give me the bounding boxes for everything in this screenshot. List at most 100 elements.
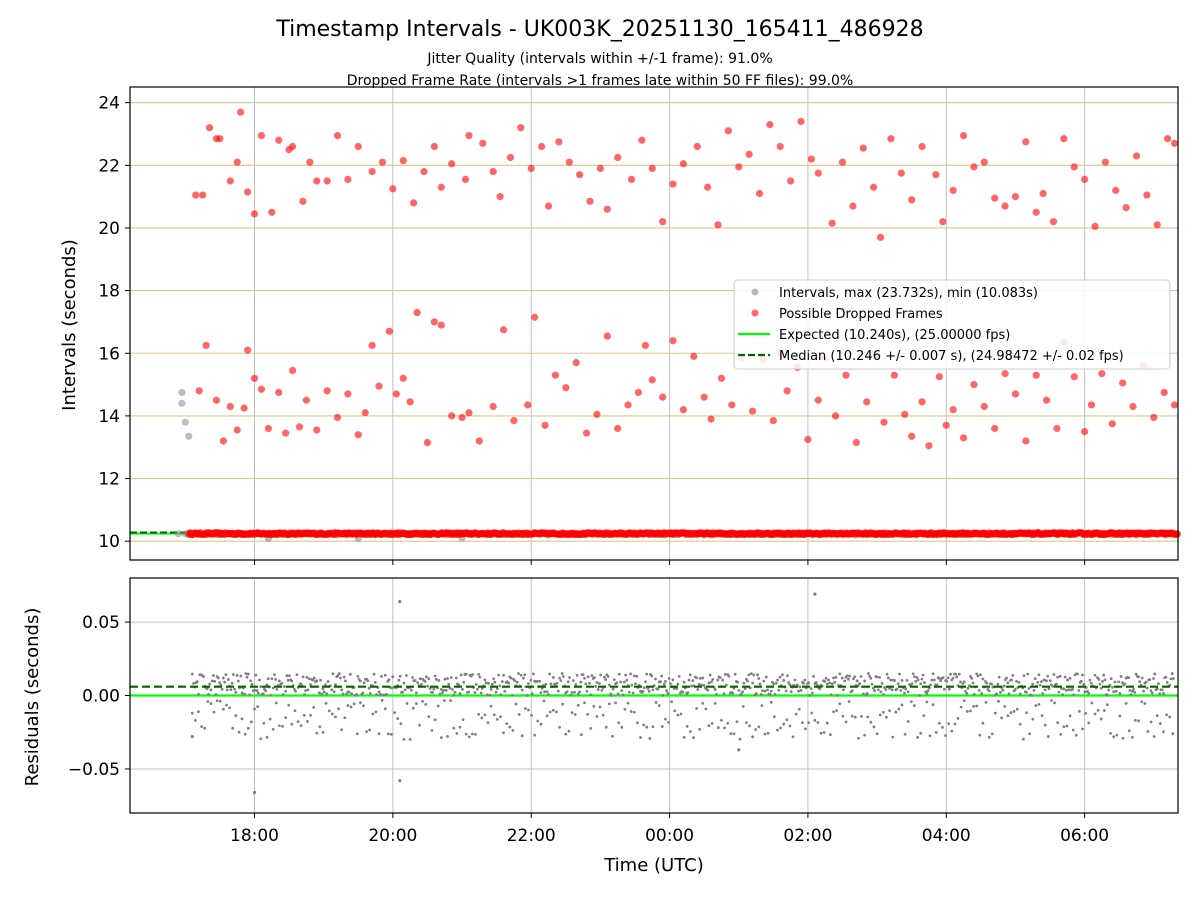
residual-point <box>623 707 627 711</box>
residual-point <box>190 672 194 676</box>
residual-point <box>358 701 362 704</box>
residual-point <box>941 725 944 729</box>
residual-point <box>913 675 916 679</box>
residual-point <box>1040 714 1044 718</box>
residual-point <box>667 677 671 680</box>
residual-point <box>661 694 665 697</box>
residual-point <box>536 719 540 723</box>
dropped-frame-point <box>935 373 943 381</box>
dropped-frame-point <box>1081 175 1089 184</box>
dropped-frame-point <box>1011 193 1020 201</box>
residual-point <box>757 725 761 729</box>
dropped-frame-point <box>728 401 736 409</box>
bottom-y-axis-label: Residuals (seconds) <box>22 608 43 787</box>
residual-point <box>947 722 951 726</box>
residual-point <box>426 684 429 688</box>
residual-point <box>620 689 624 692</box>
residual-point <box>226 678 230 681</box>
residual-point <box>797 689 801 693</box>
dropped-frame-point <box>1049 218 1058 226</box>
residual-point <box>1119 675 1123 678</box>
residual-point <box>1040 680 1043 684</box>
residual-point <box>290 679 294 683</box>
dropped-frame-point <box>745 150 753 158</box>
residual-point <box>844 720 848 724</box>
residual-point <box>869 720 873 724</box>
dropped-frame-point <box>344 390 352 398</box>
residual-point <box>546 693 550 696</box>
residual-point <box>446 677 449 680</box>
residual-point <box>575 673 579 677</box>
residual-point <box>1082 682 1086 686</box>
residual-point <box>654 701 658 704</box>
residual-point <box>1099 717 1103 721</box>
residual-point <box>401 690 405 694</box>
dropped-frame-point <box>1170 139 1179 147</box>
dropped-frame-point <box>243 188 252 196</box>
residual-point <box>324 701 328 705</box>
residual-point <box>1169 677 1173 681</box>
residual-point <box>411 706 415 710</box>
residual-point <box>1067 688 1071 691</box>
residual-point <box>895 687 899 691</box>
residual-point <box>651 725 655 729</box>
residual-point <box>586 712 589 716</box>
residual-point <box>606 675 610 678</box>
residual-point <box>921 673 925 677</box>
dropped-frame-point <box>669 337 677 345</box>
residual-point <box>1028 732 1032 736</box>
residual-point <box>1000 716 1004 720</box>
residual-point <box>443 699 446 702</box>
residual-point <box>1165 713 1168 717</box>
residual-point <box>306 720 309 723</box>
residual-point <box>588 681 591 685</box>
residual-point <box>487 681 491 685</box>
residual-point <box>687 678 691 682</box>
residual-point <box>729 732 733 736</box>
residual-point <box>845 674 849 678</box>
residual-point <box>1098 682 1102 686</box>
residual-point <box>529 678 533 682</box>
residual-point <box>931 703 935 707</box>
dropped-frame-point <box>410 199 418 207</box>
residual-point <box>876 688 880 692</box>
residual-point <box>624 673 627 677</box>
residual-point <box>1107 688 1111 692</box>
residual-point <box>800 721 804 725</box>
residual-point <box>1037 673 1041 677</box>
residual-point <box>603 675 606 679</box>
residual-point <box>965 709 969 713</box>
residual-point <box>402 681 406 685</box>
residual-point <box>1099 686 1103 690</box>
residual-point <box>579 733 583 736</box>
residual-point <box>240 691 244 695</box>
residual-point <box>538 679 542 683</box>
residual-point <box>1031 717 1035 721</box>
residual-point <box>573 690 576 694</box>
residual-point <box>979 673 982 677</box>
dropped-frame-point <box>932 171 940 179</box>
residual-point <box>1057 690 1061 694</box>
residual-point <box>202 675 205 678</box>
residual-point <box>1032 688 1036 692</box>
residual-point <box>785 718 789 722</box>
residual-point <box>749 672 753 675</box>
dropped-frame-point <box>1070 373 1078 381</box>
dropped-frame-point <box>544 202 553 210</box>
residual-point <box>322 690 326 694</box>
residual-point <box>950 729 954 733</box>
residual-point <box>414 702 418 705</box>
residual-point <box>325 692 329 696</box>
residual-point <box>458 692 462 695</box>
residual-point <box>772 715 776 719</box>
residual-point <box>492 713 496 717</box>
x-tick-label: 20:00 <box>368 826 417 846</box>
dropped-frame-point <box>1122 203 1130 212</box>
residual-point <box>914 680 918 683</box>
residual-point <box>673 709 677 713</box>
residual-point <box>1068 676 1072 680</box>
residual-outlier <box>190 735 194 739</box>
residual-point <box>654 677 657 681</box>
residual-point <box>987 689 991 693</box>
residual-point <box>402 738 406 741</box>
